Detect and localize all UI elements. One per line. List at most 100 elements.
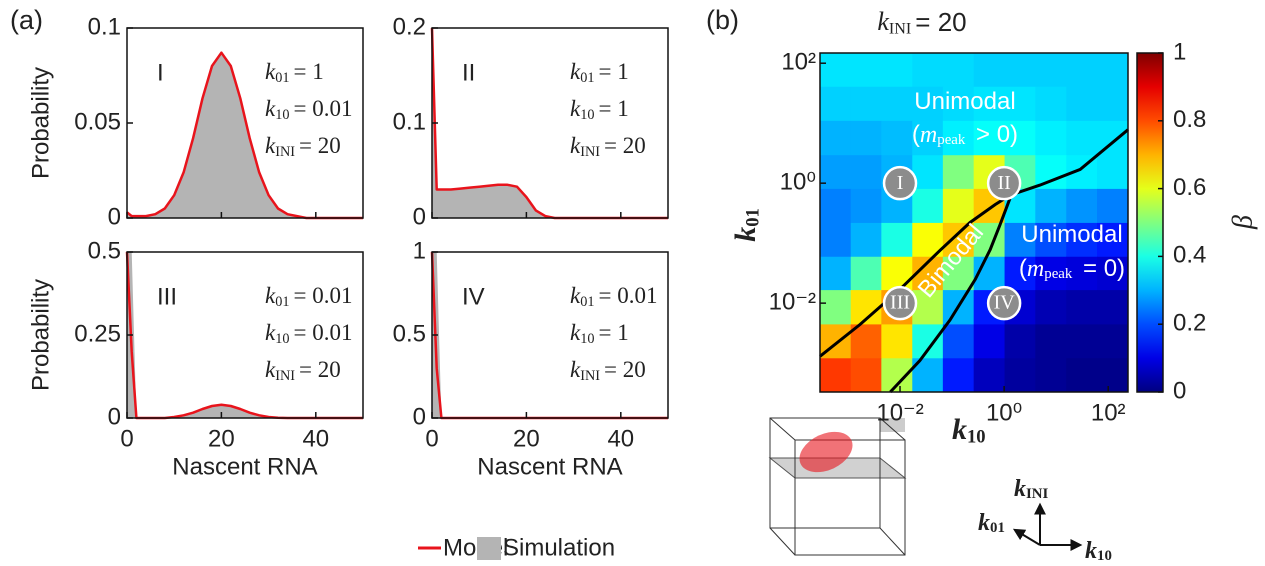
heatmap-cell — [1066, 53, 1097, 87]
symbol: k — [877, 7, 889, 36]
regime-label: IV — [994, 292, 1016, 314]
heatmap-cell — [881, 87, 912, 122]
heatmap-cell — [974, 324, 1005, 358]
regime-label: I — [897, 172, 904, 194]
y-tick-label: 0.25 — [74, 320, 121, 347]
heatmap-cell — [1005, 53, 1036, 87]
value: = 20 — [299, 133, 341, 158]
annotation: Unimodal — [1021, 221, 1122, 248]
heatmap-cell — [1097, 189, 1128, 224]
y-tick-label: 10² — [781, 49, 816, 76]
parameter: kINI= 20 — [570, 357, 646, 384]
heatmap-cell — [881, 223, 912, 257]
heatmap-cell — [820, 358, 851, 392]
heatmap-cell — [1066, 324, 1097, 358]
heatmap-cell — [820, 257, 851, 291]
symbol: k — [952, 413, 967, 446]
y-axis-label: Probability — [27, 279, 54, 391]
text: Unimodal — [1021, 221, 1122, 248]
heatmap-cell — [851, 53, 882, 87]
y-tick-label: 0.1 — [393, 108, 426, 135]
heatmap-cell — [1035, 53, 1066, 87]
subscript: 01 — [580, 294, 594, 310]
panel-numeral: III — [157, 283, 177, 310]
heatmap-cell — [881, 257, 912, 291]
panel-numeral: II — [462, 59, 475, 86]
subscript: 01 — [743, 208, 764, 227]
value: = 1 — [598, 96, 628, 121]
heatmap-cell — [1097, 53, 1128, 87]
text: Unimodal — [914, 88, 1015, 115]
subscript: 10 — [967, 427, 986, 448]
heatmap-cell — [943, 358, 974, 392]
x-tick-label: 0 — [425, 425, 438, 452]
panel-numeral: I — [157, 59, 164, 86]
heatmap-cell — [881, 324, 912, 358]
inset-axis-label: k10 — [1085, 538, 1112, 565]
y-tick-label: 0.5 — [88, 237, 121, 264]
subscript: 01 — [275, 294, 289, 310]
inset-axes-arrows — [1015, 505, 1080, 545]
simulation-area — [432, 252, 668, 418]
y-axis-label: Probability — [27, 67, 54, 179]
x-axis-label: Nascent RNA — [477, 453, 622, 480]
x-axis-label: k10 — [952, 413, 986, 448]
prefix: ( — [912, 121, 920, 148]
x-tick-label: 20 — [208, 425, 235, 452]
heatmap-cell — [881, 121, 912, 156]
colorbar-tick-label: 1 — [1173, 38, 1186, 65]
heatmap-cell — [1066, 189, 1097, 224]
heatmap-cell — [1097, 87, 1128, 122]
parameter: kINI= 20 — [265, 357, 341, 384]
symbol: m — [920, 122, 937, 148]
heatmap-cell — [1035, 324, 1066, 358]
subscript: 01 — [580, 70, 594, 86]
legend-label: Simulation — [503, 534, 615, 561]
subscript: INI — [1026, 487, 1049, 503]
subscript: INI — [580, 144, 600, 160]
heatmap-cell — [820, 87, 851, 122]
parameter: k01= 1 — [265, 59, 324, 86]
value: = 0.01 — [293, 320, 352, 345]
heatmap-cell — [1035, 87, 1066, 122]
symbol: k — [978, 510, 990, 536]
heatmap-cell — [851, 121, 882, 156]
colorbar-tick-label: 0.8 — [1173, 106, 1206, 133]
regime-label: II — [997, 172, 1010, 194]
x-tick-label: 40 — [607, 425, 634, 452]
value: = 20 — [604, 357, 646, 382]
heatmap-cell — [1066, 290, 1097, 325]
colorbar-tick-label: 0 — [1173, 377, 1186, 404]
subscript: INI — [275, 368, 295, 384]
heatmap-cell — [820, 290, 851, 325]
suffix: > 0) — [969, 121, 1018, 148]
figure: (a) (b) 00.050.1ProbabilityIk01= 1k10= 0… — [0, 0, 1265, 566]
value: = 1 — [598, 59, 628, 84]
value: = 0.01 — [598, 283, 657, 308]
heatmap-cell — [881, 358, 912, 392]
value: = 20 — [604, 133, 646, 158]
subscript: 10 — [1097, 549, 1112, 565]
heatmap-cell — [912, 53, 943, 87]
colorbar-tick-label: 0.4 — [1173, 242, 1206, 269]
subscript: INI — [580, 368, 600, 384]
subscript: 10 — [275, 107, 289, 123]
prefix: ( — [1019, 255, 1027, 282]
parameter: k10= 1 — [570, 320, 629, 347]
inset-axis-label: kINI — [1014, 476, 1049, 503]
y-tick-label: 0 — [108, 203, 121, 230]
value: = 20 — [915, 7, 966, 37]
colorbar — [1137, 53, 1163, 392]
x-tick-label: 10² — [1091, 399, 1126, 426]
x-tick-label: 20 — [513, 425, 540, 452]
subscript: 10 — [580, 331, 594, 347]
annotation: Unimodal — [914, 88, 1015, 115]
x-tick-label: 10⁻² — [876, 399, 923, 426]
y-tick-label: 0.2 — [393, 13, 426, 40]
heatmap-cell — [974, 53, 1005, 87]
heatmap-cell — [943, 324, 974, 358]
heatmap-cell — [851, 257, 882, 291]
colorbar-tick-label: 0.2 — [1173, 310, 1206, 337]
subscript: 10 — [275, 331, 289, 347]
y-tick-label: 0 — [413, 203, 426, 230]
